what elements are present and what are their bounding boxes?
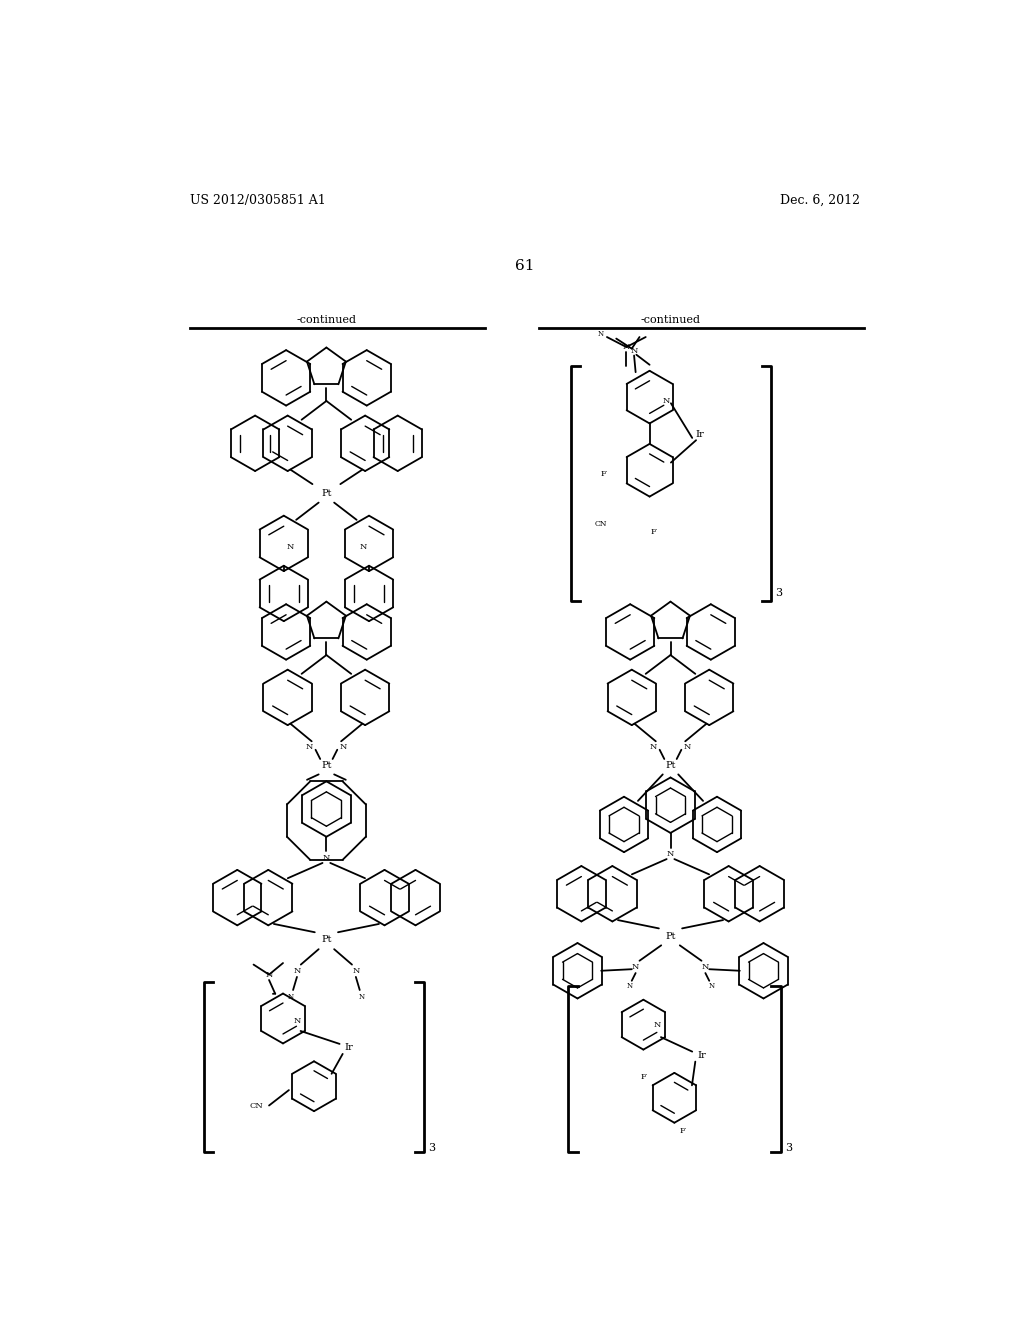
Text: N: N xyxy=(287,544,294,552)
Text: N: N xyxy=(709,982,715,990)
Text: N: N xyxy=(352,966,359,974)
Text: N: N xyxy=(359,993,366,1001)
Text: N: N xyxy=(663,397,671,405)
Text: N: N xyxy=(323,854,330,862)
Text: CN: CN xyxy=(249,1101,263,1110)
Text: N: N xyxy=(293,966,301,974)
Text: -continued: -continued xyxy=(296,315,356,325)
Text: N: N xyxy=(340,743,347,751)
Text: Dec. 6, 2012: Dec. 6, 2012 xyxy=(779,194,859,207)
Text: N: N xyxy=(623,343,630,351)
Text: 3: 3 xyxy=(428,1143,435,1152)
Text: Pt: Pt xyxy=(322,936,332,944)
Text: US 2012/0305851 A1: US 2012/0305851 A1 xyxy=(190,194,326,207)
Text: N: N xyxy=(684,743,691,751)
Text: N: N xyxy=(632,962,639,972)
Text: N: N xyxy=(631,347,638,355)
Text: N: N xyxy=(359,544,367,552)
Text: Pt: Pt xyxy=(322,760,332,770)
Text: -continued: -continued xyxy=(640,315,700,325)
Text: N: N xyxy=(288,993,294,1001)
Text: Pt: Pt xyxy=(322,488,332,498)
Text: 61: 61 xyxy=(515,259,535,273)
Text: N: N xyxy=(653,1020,662,1028)
Text: 3: 3 xyxy=(775,589,782,598)
Text: N: N xyxy=(305,743,313,751)
Text: N: N xyxy=(627,982,633,990)
Text: N: N xyxy=(293,1016,301,1024)
Text: N: N xyxy=(667,850,674,858)
Text: F: F xyxy=(650,528,656,536)
Text: Pt: Pt xyxy=(666,932,676,941)
Text: Ir: Ir xyxy=(695,429,705,438)
Text: Pt: Pt xyxy=(666,760,676,770)
Text: Ir: Ir xyxy=(344,1043,353,1052)
Text: N: N xyxy=(265,970,272,978)
Text: Ir: Ir xyxy=(697,1051,706,1060)
Text: CN: CN xyxy=(595,520,607,528)
Text: N: N xyxy=(650,743,657,751)
Text: F: F xyxy=(640,1073,646,1081)
Text: N: N xyxy=(701,962,709,972)
Text: F: F xyxy=(679,1127,685,1135)
Text: N: N xyxy=(598,330,604,338)
Text: F: F xyxy=(600,470,606,478)
Text: 3: 3 xyxy=(784,1143,792,1152)
